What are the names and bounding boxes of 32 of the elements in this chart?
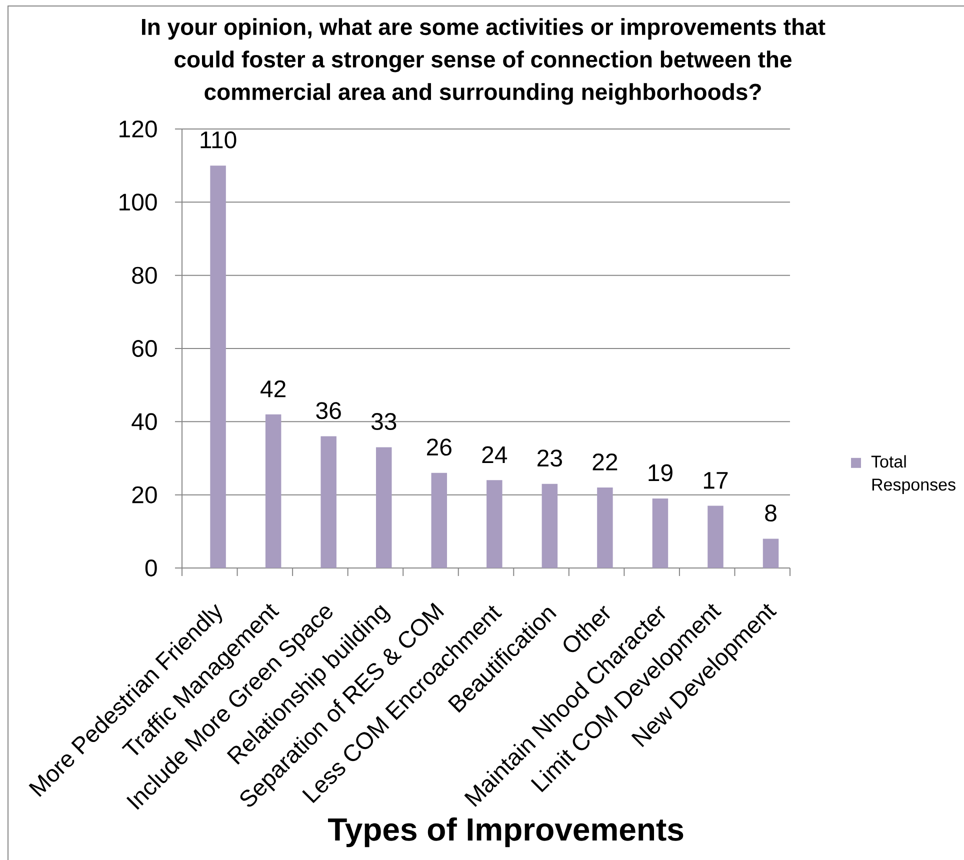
data-label: 33 xyxy=(371,413,396,430)
bar xyxy=(431,472,448,568)
y-tick-label: 80 xyxy=(132,266,157,284)
data-label: 17 xyxy=(704,472,728,489)
data-label: 8 xyxy=(765,504,776,522)
data-label: 42 xyxy=(260,380,286,398)
bar xyxy=(762,538,779,568)
bar xyxy=(486,480,502,568)
data-label: 26 xyxy=(426,438,452,456)
data-label: 110 xyxy=(200,131,236,148)
y-tick-label: 40 xyxy=(132,413,157,430)
y-tick-label: 0 xyxy=(145,559,157,576)
y-tick-label: 100 xyxy=(120,194,157,211)
y-tick-label: 60 xyxy=(132,340,157,357)
bar xyxy=(210,166,226,568)
y-tick-label: 120 xyxy=(120,120,157,138)
data-label: 19 xyxy=(648,464,672,482)
data-label: 23 xyxy=(538,450,562,467)
bar xyxy=(652,498,668,568)
chart-title: In your opinion, what are some activities or improvements that could foster a stronger sense of connection between the commercial area and surrounding neighborhoods? xyxy=(142,18,826,105)
data-label: 24 xyxy=(482,446,508,463)
bar xyxy=(265,414,282,568)
bar xyxy=(542,484,558,568)
bar xyxy=(597,488,613,568)
data-label: 36 xyxy=(316,402,341,420)
bar xyxy=(708,506,724,568)
y-tick-label: 20 xyxy=(132,486,157,504)
data-label: 22 xyxy=(592,454,618,470)
x-axis-title: Types of Improvements xyxy=(328,817,684,848)
legend-label: Total Responses xyxy=(871,455,956,494)
bar xyxy=(376,447,392,568)
bar xyxy=(320,436,336,568)
